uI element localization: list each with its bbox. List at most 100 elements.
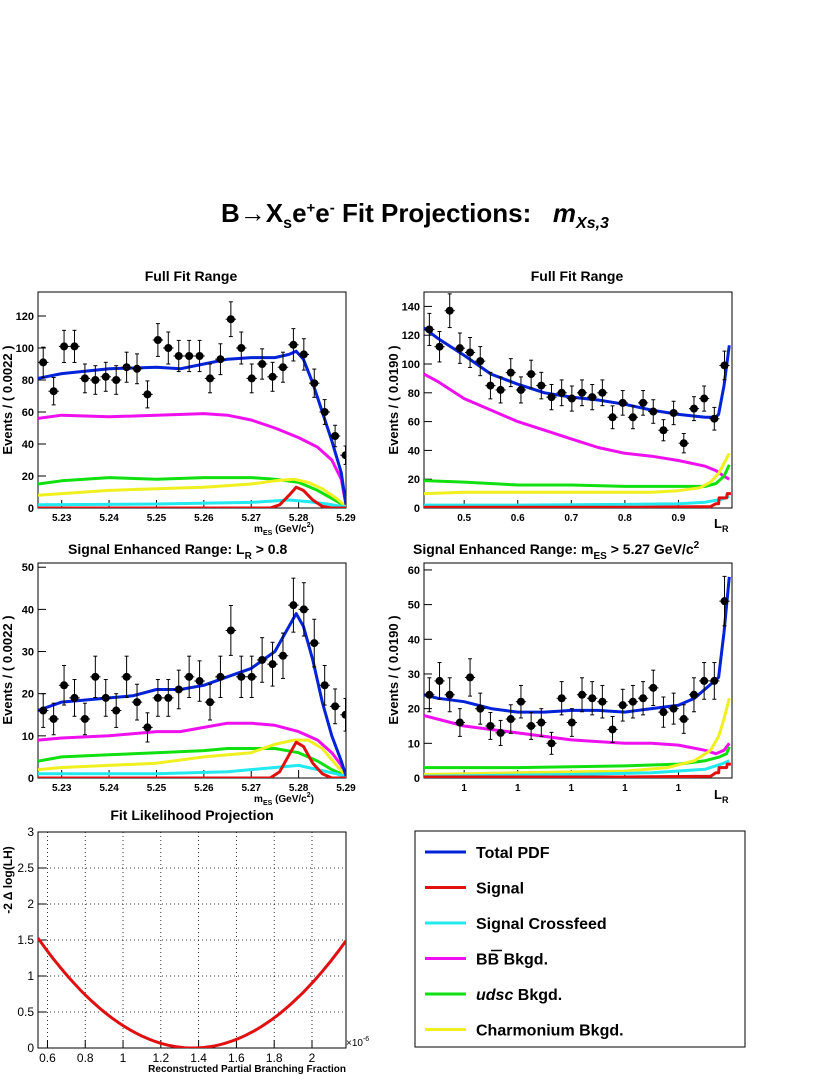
panel5-plot: 0.6 0.8 1 1.2 1.4 1.6 1.8 2 0 0.5 1 1.5 2 2.5 3 [17,825,347,1065]
x-tick-label: 5.29 [336,783,356,794]
data-point [121,655,132,698]
data-point [678,704,689,734]
data-point [505,358,516,388]
data-point [58,664,70,706]
legend-item-bb: BB Bkgd. [425,949,548,969]
data-point [194,660,205,702]
data-point [648,669,659,707]
data-point [215,655,226,698]
curve-crossfeed [38,763,346,778]
data-point [69,329,80,363]
panel5-title: Fit Likelihood Projection [110,807,273,823]
data-point [526,712,537,740]
panel3-plot: 5.23 5.24 5.25 5.26 5.27 5.28 5.29 0 10 20 30 40 50 [22,562,356,794]
data-point [424,677,435,713]
data-point [100,361,111,392]
panel3-ylabel: Events / ( 0.0022 ) [0,615,15,724]
x-tick-label: 1.4 [190,1051,207,1065]
data-point [256,637,268,683]
legend-item-signal: Signal [425,881,524,898]
data-point [288,577,299,633]
data-point [637,681,649,716]
data-point [142,712,153,743]
curve-crossfeed [424,759,730,778]
data-point [627,684,638,719]
data-point [566,385,577,412]
data-point [648,399,659,424]
x-tick-label: 2 [309,1051,316,1065]
panel5-xlabel: Reconstructed Partial Branching Fraction [148,1064,346,1075]
data-point [267,641,278,687]
legend-label: Signal [476,881,524,898]
x-tick-label: 0.8 [77,1051,94,1065]
data-point [173,339,184,373]
data-point [267,361,278,392]
y-tick-label: 0 [28,773,34,785]
y-tick-label: 10 [408,738,420,750]
y-tick-label: 120 [402,330,420,342]
panel4-title: Signal Enhanced Range: mES > 5.27 GeV/c2 [413,540,700,562]
y-tick-label: 80 [22,375,34,387]
data-point [340,697,346,732]
curve-signal [424,762,731,778]
data-point [587,681,598,716]
data-point [298,338,310,371]
data-point [688,396,700,422]
data-point [699,385,710,412]
data-point [163,679,174,717]
data-point [576,379,588,407]
data-point [526,359,537,389]
data-point [288,328,299,362]
x-tick-label: 0.5 [457,513,471,524]
x-tick-label: 5.24 [99,513,119,524]
curve-udsc [38,747,346,778]
x-tick-label: 0.6 [39,1051,56,1065]
panel2-xlabel: LR [714,516,729,534]
y-tick-label: 3 [27,825,34,839]
data-point [719,350,730,381]
data-point [617,688,628,722]
data-point [90,365,101,395]
curve-signal [424,492,731,508]
curve-udsc [38,476,346,508]
data-point [658,696,669,728]
data-point [475,346,486,377]
data-point [142,380,153,409]
x-tick-label: 5.28 [289,513,309,524]
y-tick-label: 50 [408,600,420,612]
x-tick-label: 1 [569,783,575,794]
data-point [454,708,465,737]
data-point [110,693,122,728]
x-tick-label: 1.2 [152,1051,169,1065]
x-tick-label: 5.28 [289,783,309,794]
y-tick-label: 100 [402,359,420,371]
panel1-xlabel: mES (GeV/c2) [254,522,314,537]
data-point [329,688,341,725]
curve-crossfeed [38,498,346,508]
curve-udsc [424,464,731,488]
y-tick-label: 20 [408,704,420,716]
data-point [637,390,649,416]
panel4-ylabel: Events / ( 0.0190 ) [386,615,401,724]
x-tick-label: 0.9 [671,513,685,524]
data-point [556,681,567,716]
curve-charmonium [38,477,346,508]
data-point [309,618,320,668]
data-point [246,655,257,698]
x-tick-label: 1 [676,783,682,794]
data-point [152,679,164,717]
data-point [566,708,577,737]
data-point [48,702,59,736]
data-point [246,363,257,394]
x-tick-label: 1 [622,783,628,794]
x-tick-label: 1.8 [266,1051,283,1065]
y-tick-label: 0 [414,773,420,785]
data-point [424,312,435,346]
panel1-plot: 5.23 5.24 5.25 5.26 5.27 5.28 5.29 0 20 40 60 80 100… [16,291,356,524]
data-point [215,343,226,376]
data-point [131,683,143,721]
y-tick-label: 60 [22,407,34,419]
legend-item-udsc: udsc Bkgd. [425,987,562,1004]
data-point [277,351,289,383]
